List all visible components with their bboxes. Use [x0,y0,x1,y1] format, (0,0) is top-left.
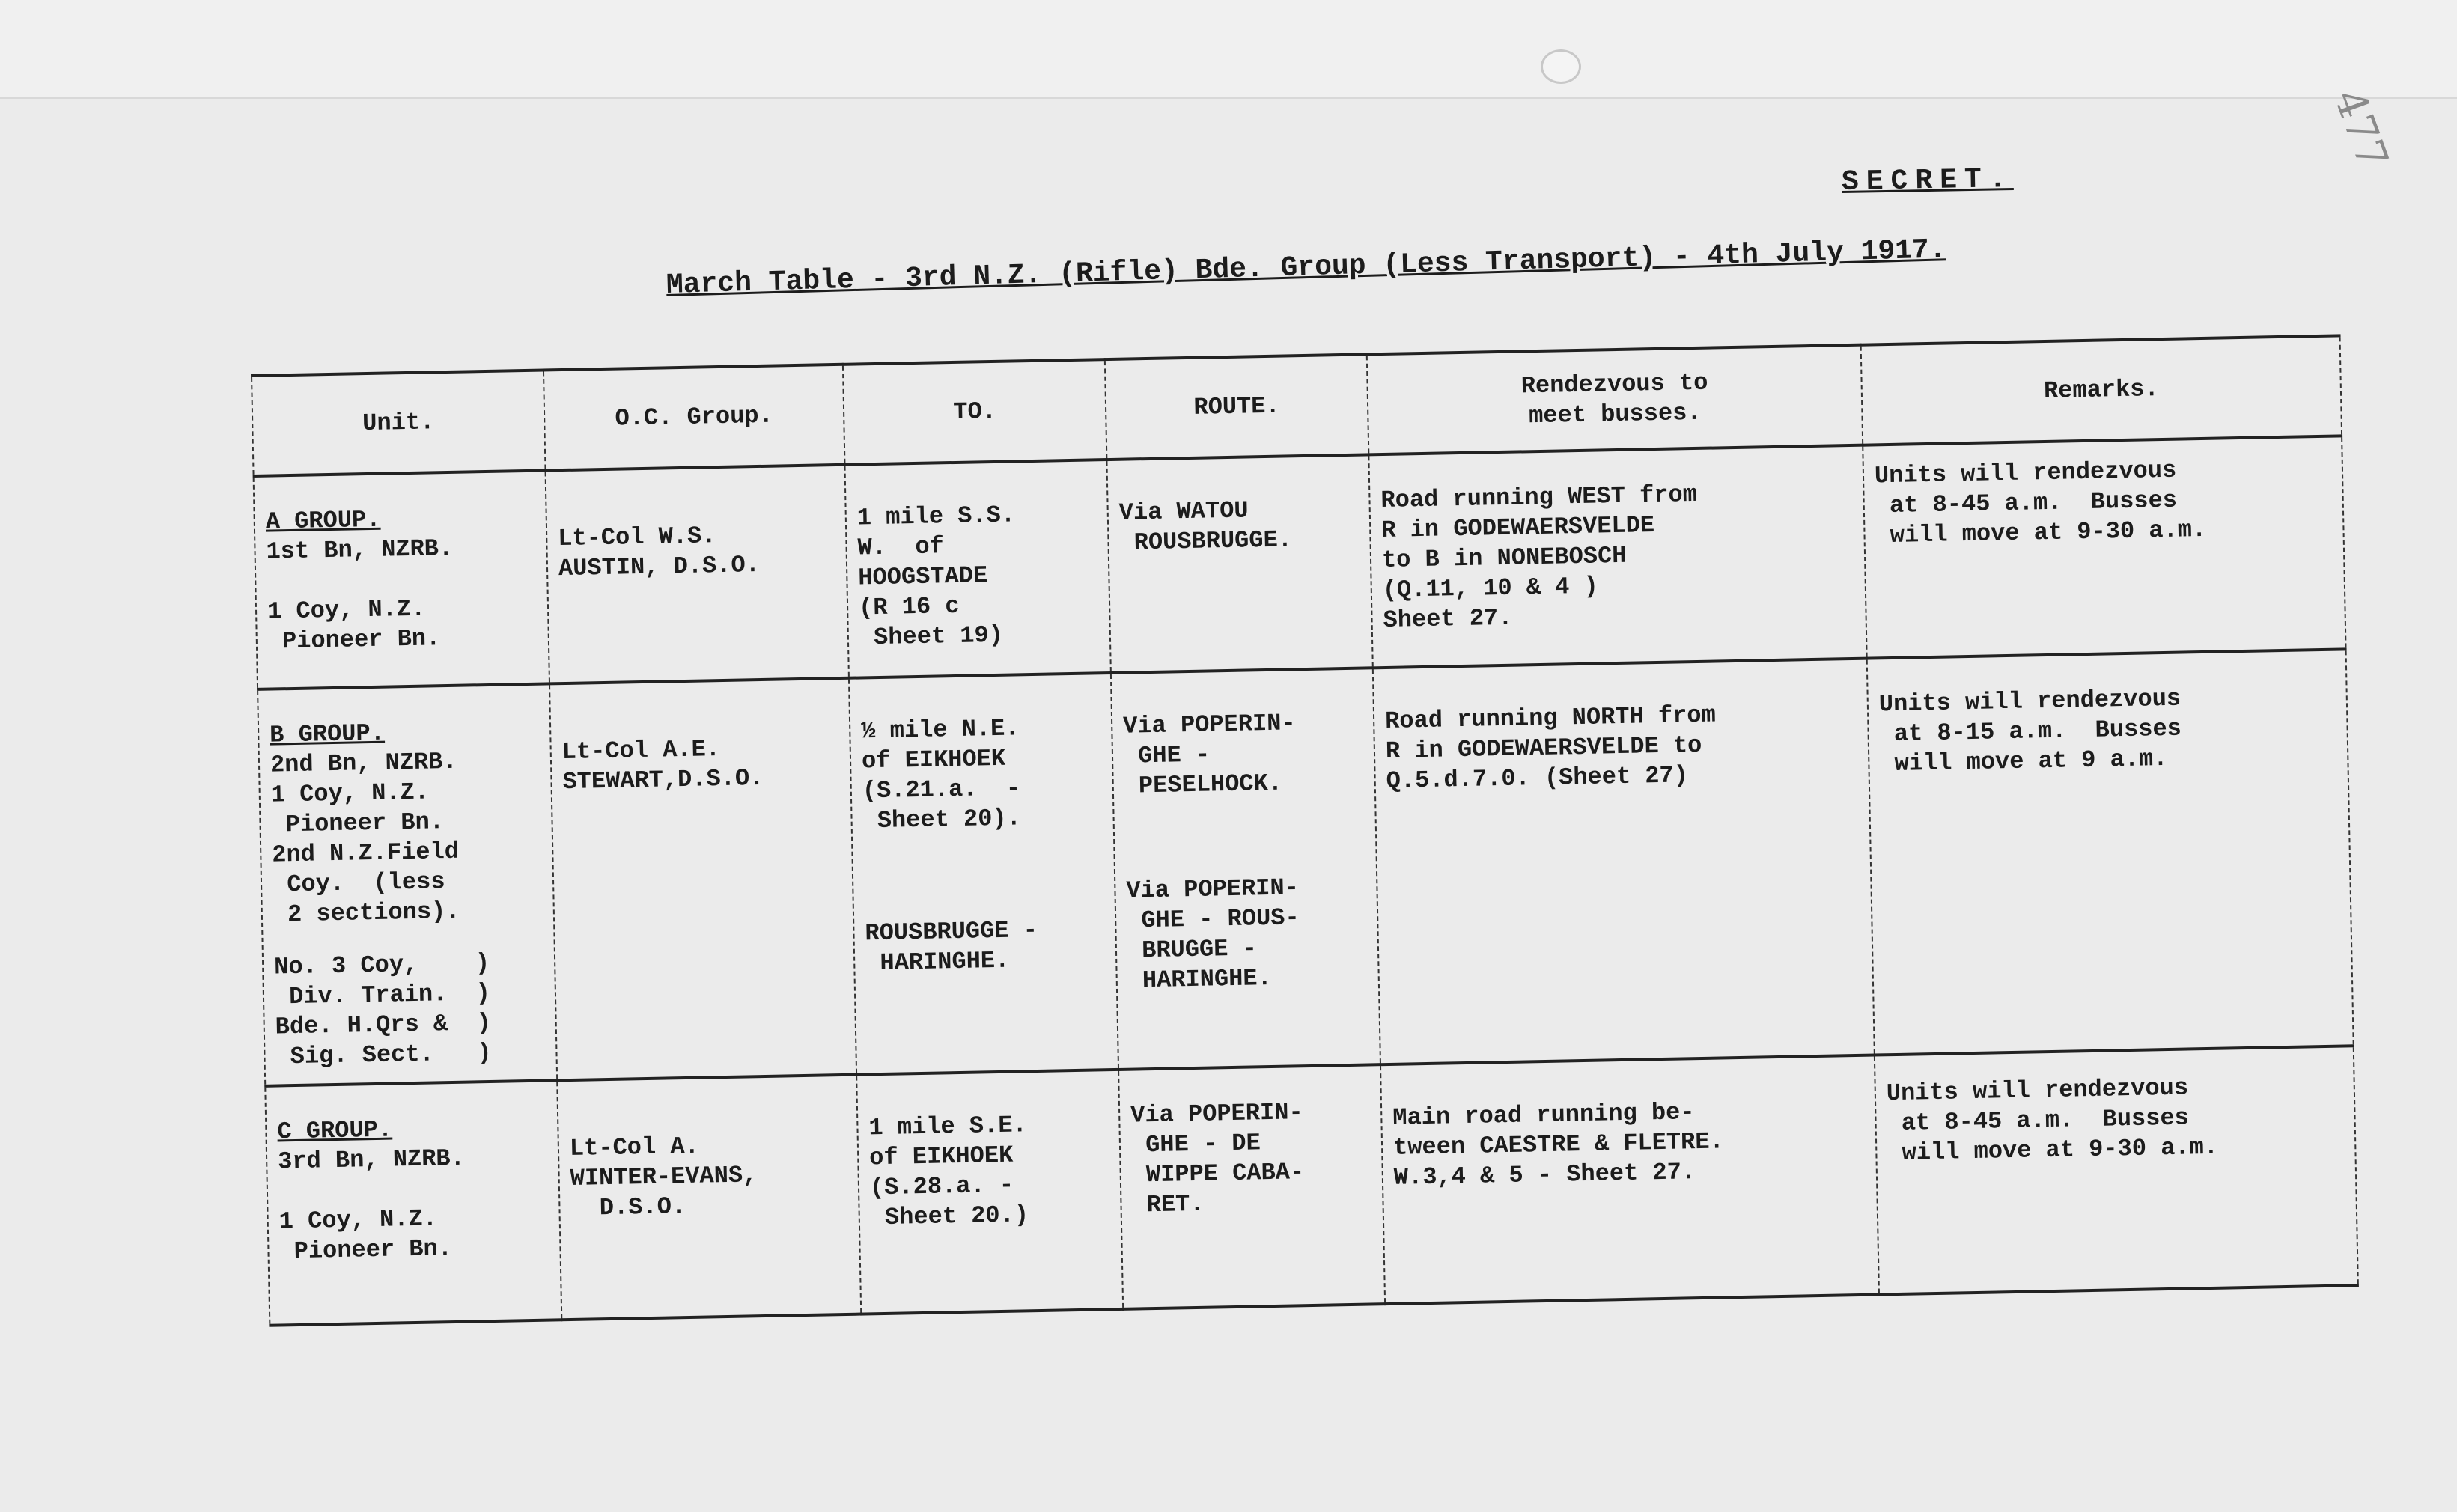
punch-hole [1541,49,1581,84]
march-table: Unit. O.C. Group. TO. ROUTE. Rendezvous … [251,334,2359,1327]
unit-cell: A GROUP. 1st Bn, NZRB. 1 Coy, N.Z. Pionee… [253,470,550,689]
oc-cell: Lt-Col W.S. AUSTIN, D.S.O. [545,464,849,684]
header-remarks: Remarks. [1860,335,2342,445]
header-oc-group: O.C. Group. [543,364,845,471]
oc-cell: Lt-Col A. WINTER-EVANS, D.S.O. [557,1074,862,1320]
remarks-cell: Units will rendezvous at 8-45 a.m. Busse… [1863,436,2346,659]
table-row-b-group: B GROUP. 2nd Bn, NZRB. 1 Coy, N.Z. Pionee… [258,649,2354,1086]
remarks-cell: Units will rendezvous at 8-45 a.m. Busse… [1874,1046,2358,1295]
route-cell: Via POPERIN- GHE - DE WIPPE CABA- RET. [1118,1064,1386,1309]
header-to: TO. [842,359,1107,465]
to-text-secondary: ROUSBRUGGE - HARINGHE. [865,915,1038,978]
group-label: B GROUP. [269,719,386,749]
unit-cell: B GROUP. 2nd Bn, NZRB. 1 Coy, N.Z. Pionee… [258,683,558,1086]
route-cell: Via POPERIN- GHE - PESELHOCK. Via POPERIN… [1110,668,1380,1070]
unit-text: 2nd Bn, NZRB. 1 Coy, N.Z. Pioneer Bn. 2n… [270,747,460,929]
group-label: C GROUP. [277,1115,393,1146]
route-text: Via POPERIN- GHE - PESELHOCK. [1122,709,1296,800]
header-route: ROUTE. [1104,354,1369,460]
table-row-c-group: C GROUP. 3rd Bn, NZRB. 1 Coy, N.Z. Pionee… [265,1046,2358,1326]
to-cell: 1 mile S.E. of EIKHOEK (S.28.a. - Sheet … [856,1069,1124,1314]
group-label: A GROUP. [265,505,381,536]
route-cell: Via WATOU ROUSBRUGGE. [1106,454,1373,674]
oc-cell: Lt-Col A.E. STEWART,D.S.O. [549,677,857,1081]
rendezvous-cell: Road running NORTH from R in GODEWAERSVE… [1372,658,1875,1065]
table-row-a-group: A GROUP. 1st Bn, NZRB. 1 Coy, N.Z. Pionee… [253,436,2346,689]
to-cell: 1 mile S.S. W. of HOOGSTADE (R 16 c Shee… [844,460,1111,678]
remarks-cell: Units will rendezvous at 8-15 a.m. Busse… [1866,649,2354,1055]
unit-text: 3rd Bn, NZRB. 1 Coy, N.Z. Pioneer Bn. [277,1144,466,1266]
header-rendezvous: Rendezvous to meet busses. [1366,344,1863,455]
rendezvous-cell: Road running WEST from R in GODEWAERSVEL… [1368,445,1867,668]
unit-text: 1st Bn, NZRB. 1 Coy, N.Z. Pioneer Bn. [266,534,454,656]
to-cell: ½ mile N.E. of EIKHOEK (S.21.a. - Sheet … [848,673,1119,1075]
header-unit: Unit. [252,370,546,476]
to-text: ½ mile N.E. of EIKHOEK (S.21.a. - Sheet … [860,714,1022,835]
classification-label: SECRET. [1841,162,2014,199]
route-text-secondary: Via POPERIN- GHE - ROUS- BRUGGE - HARING… [1126,874,1300,995]
unit-text-secondary: No. 3 Coy, ) Div. Train. ) Bde. H.Qrs & … [273,949,492,1071]
rendezvous-cell: Main road running be- tween CAESTRE & FL… [1380,1055,1880,1305]
march-table-wrapper: Unit. O.C. Group. TO. ROUTE. Rendezvous … [251,334,2359,1327]
paper-sheet [0,90,2457,1512]
unit-cell: C GROUP. 3rd Bn, NZRB. 1 Coy, N.Z. Pionee… [265,1080,562,1326]
paper-top-edge [0,0,2457,99]
